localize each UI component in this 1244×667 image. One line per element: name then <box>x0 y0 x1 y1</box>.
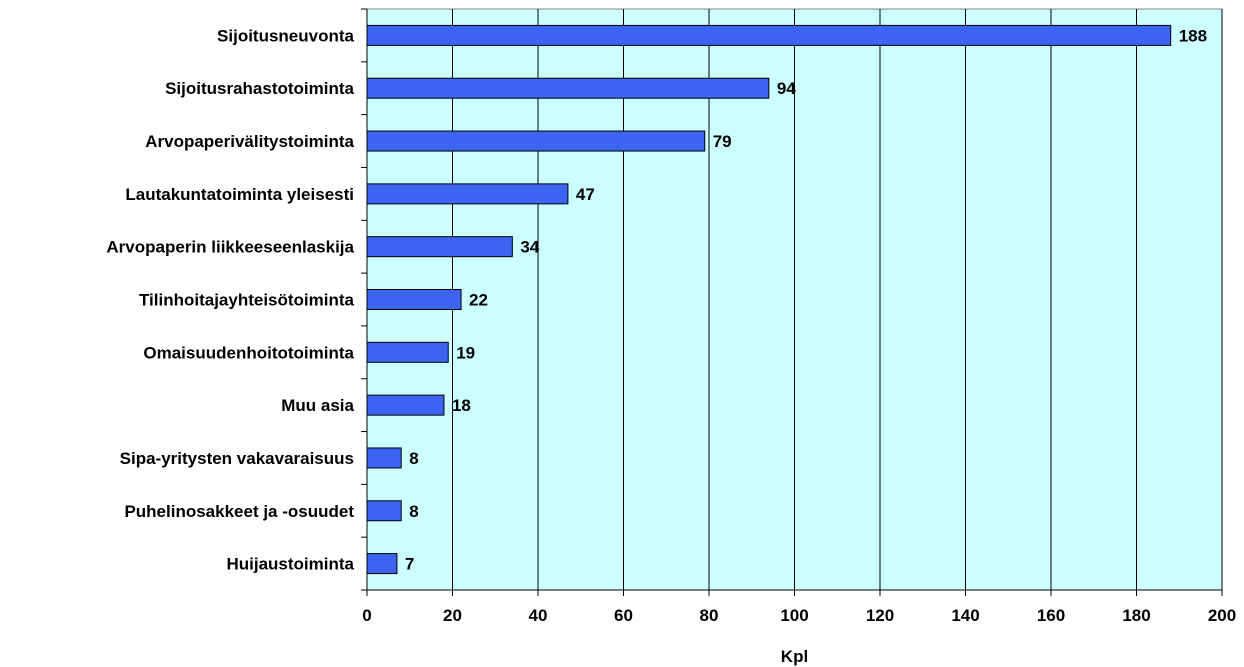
data-label-0: 188 <box>1179 26 1207 45</box>
bar-4 <box>366 236 513 258</box>
category-label-1: Sijoitusrahastotoiminta <box>165 79 354 98</box>
x-tick-label-200: 200 <box>1208 606 1236 625</box>
data-label-8: 8 <box>409 449 418 468</box>
x-tick-label-40: 40 <box>529 606 548 625</box>
category-label-5: Tilinhoitajayhteisötoiminta <box>139 291 355 310</box>
data-label-9: 8 <box>409 502 418 521</box>
x-tick-label-0: 0 <box>362 606 371 625</box>
x-tick-label-160: 160 <box>1037 606 1065 625</box>
bar-9 <box>366 500 402 522</box>
bar-5 <box>366 289 462 310</box>
x-tick-label-120: 120 <box>866 606 894 625</box>
data-label-3: 47 <box>576 185 595 204</box>
category-label-6: Omaisuudenhoitotoiminta <box>143 343 354 362</box>
axes <box>361 8 1223 596</box>
x-tick-label-20: 20 <box>443 606 462 625</box>
category-label-4: Arvopaperin liikkeeseenlaskija <box>106 238 354 257</box>
bar-7 <box>366 394 445 416</box>
category-labels: Sijoitusneuvonta Sijoitusrahastotoiminta A… <box>106 26 354 573</box>
category-label-3: Lautakuntatoiminta yleisesti <box>125 185 354 204</box>
x-tick-label-140: 140 <box>951 606 979 625</box>
bar-0 <box>366 24 1172 46</box>
gridlines <box>452 9 1223 590</box>
x-tick-label-180: 180 <box>1122 606 1150 625</box>
bar-1 <box>366 77 770 99</box>
category-label-0: Sijoitusneuvonta <box>217 26 355 45</box>
x-tick-label-80: 80 <box>700 606 719 625</box>
bar-8 <box>366 447 402 469</box>
category-label-9: Puhelinosakkeet ja -osuudet <box>124 502 354 521</box>
category-label-8: Sipa-yritysten vakavaraisuus <box>120 449 354 468</box>
bar-2 <box>366 130 706 152</box>
category-label-7: Muu asia <box>281 396 354 415</box>
category-label-2: Arvopaperivälitystoiminta <box>145 132 354 151</box>
category-label-10: Huijaustoiminta <box>226 555 354 574</box>
bar-10 <box>366 553 398 575</box>
x-tick-labels: 0 20 40 60 80 100 120 140 160 180 200 <box>362 606 1236 625</box>
bar-3 <box>366 183 569 205</box>
x-tick-label-60: 60 <box>614 606 633 625</box>
bars <box>366 24 1172 575</box>
data-label-4: 34 <box>520 238 539 257</box>
data-label-2: 79 <box>713 132 732 151</box>
data-label-7: 18 <box>452 396 471 415</box>
data-label-6: 19 <box>456 343 475 362</box>
bar-6 <box>366 341 449 363</box>
data-label-5: 22 <box>469 291 488 310</box>
data-label-10: 7 <box>405 555 414 574</box>
x-axis-title: Kpl <box>781 647 808 666</box>
data-label-1: 94 <box>777 79 796 98</box>
x-tick-label-100: 100 <box>780 606 808 625</box>
